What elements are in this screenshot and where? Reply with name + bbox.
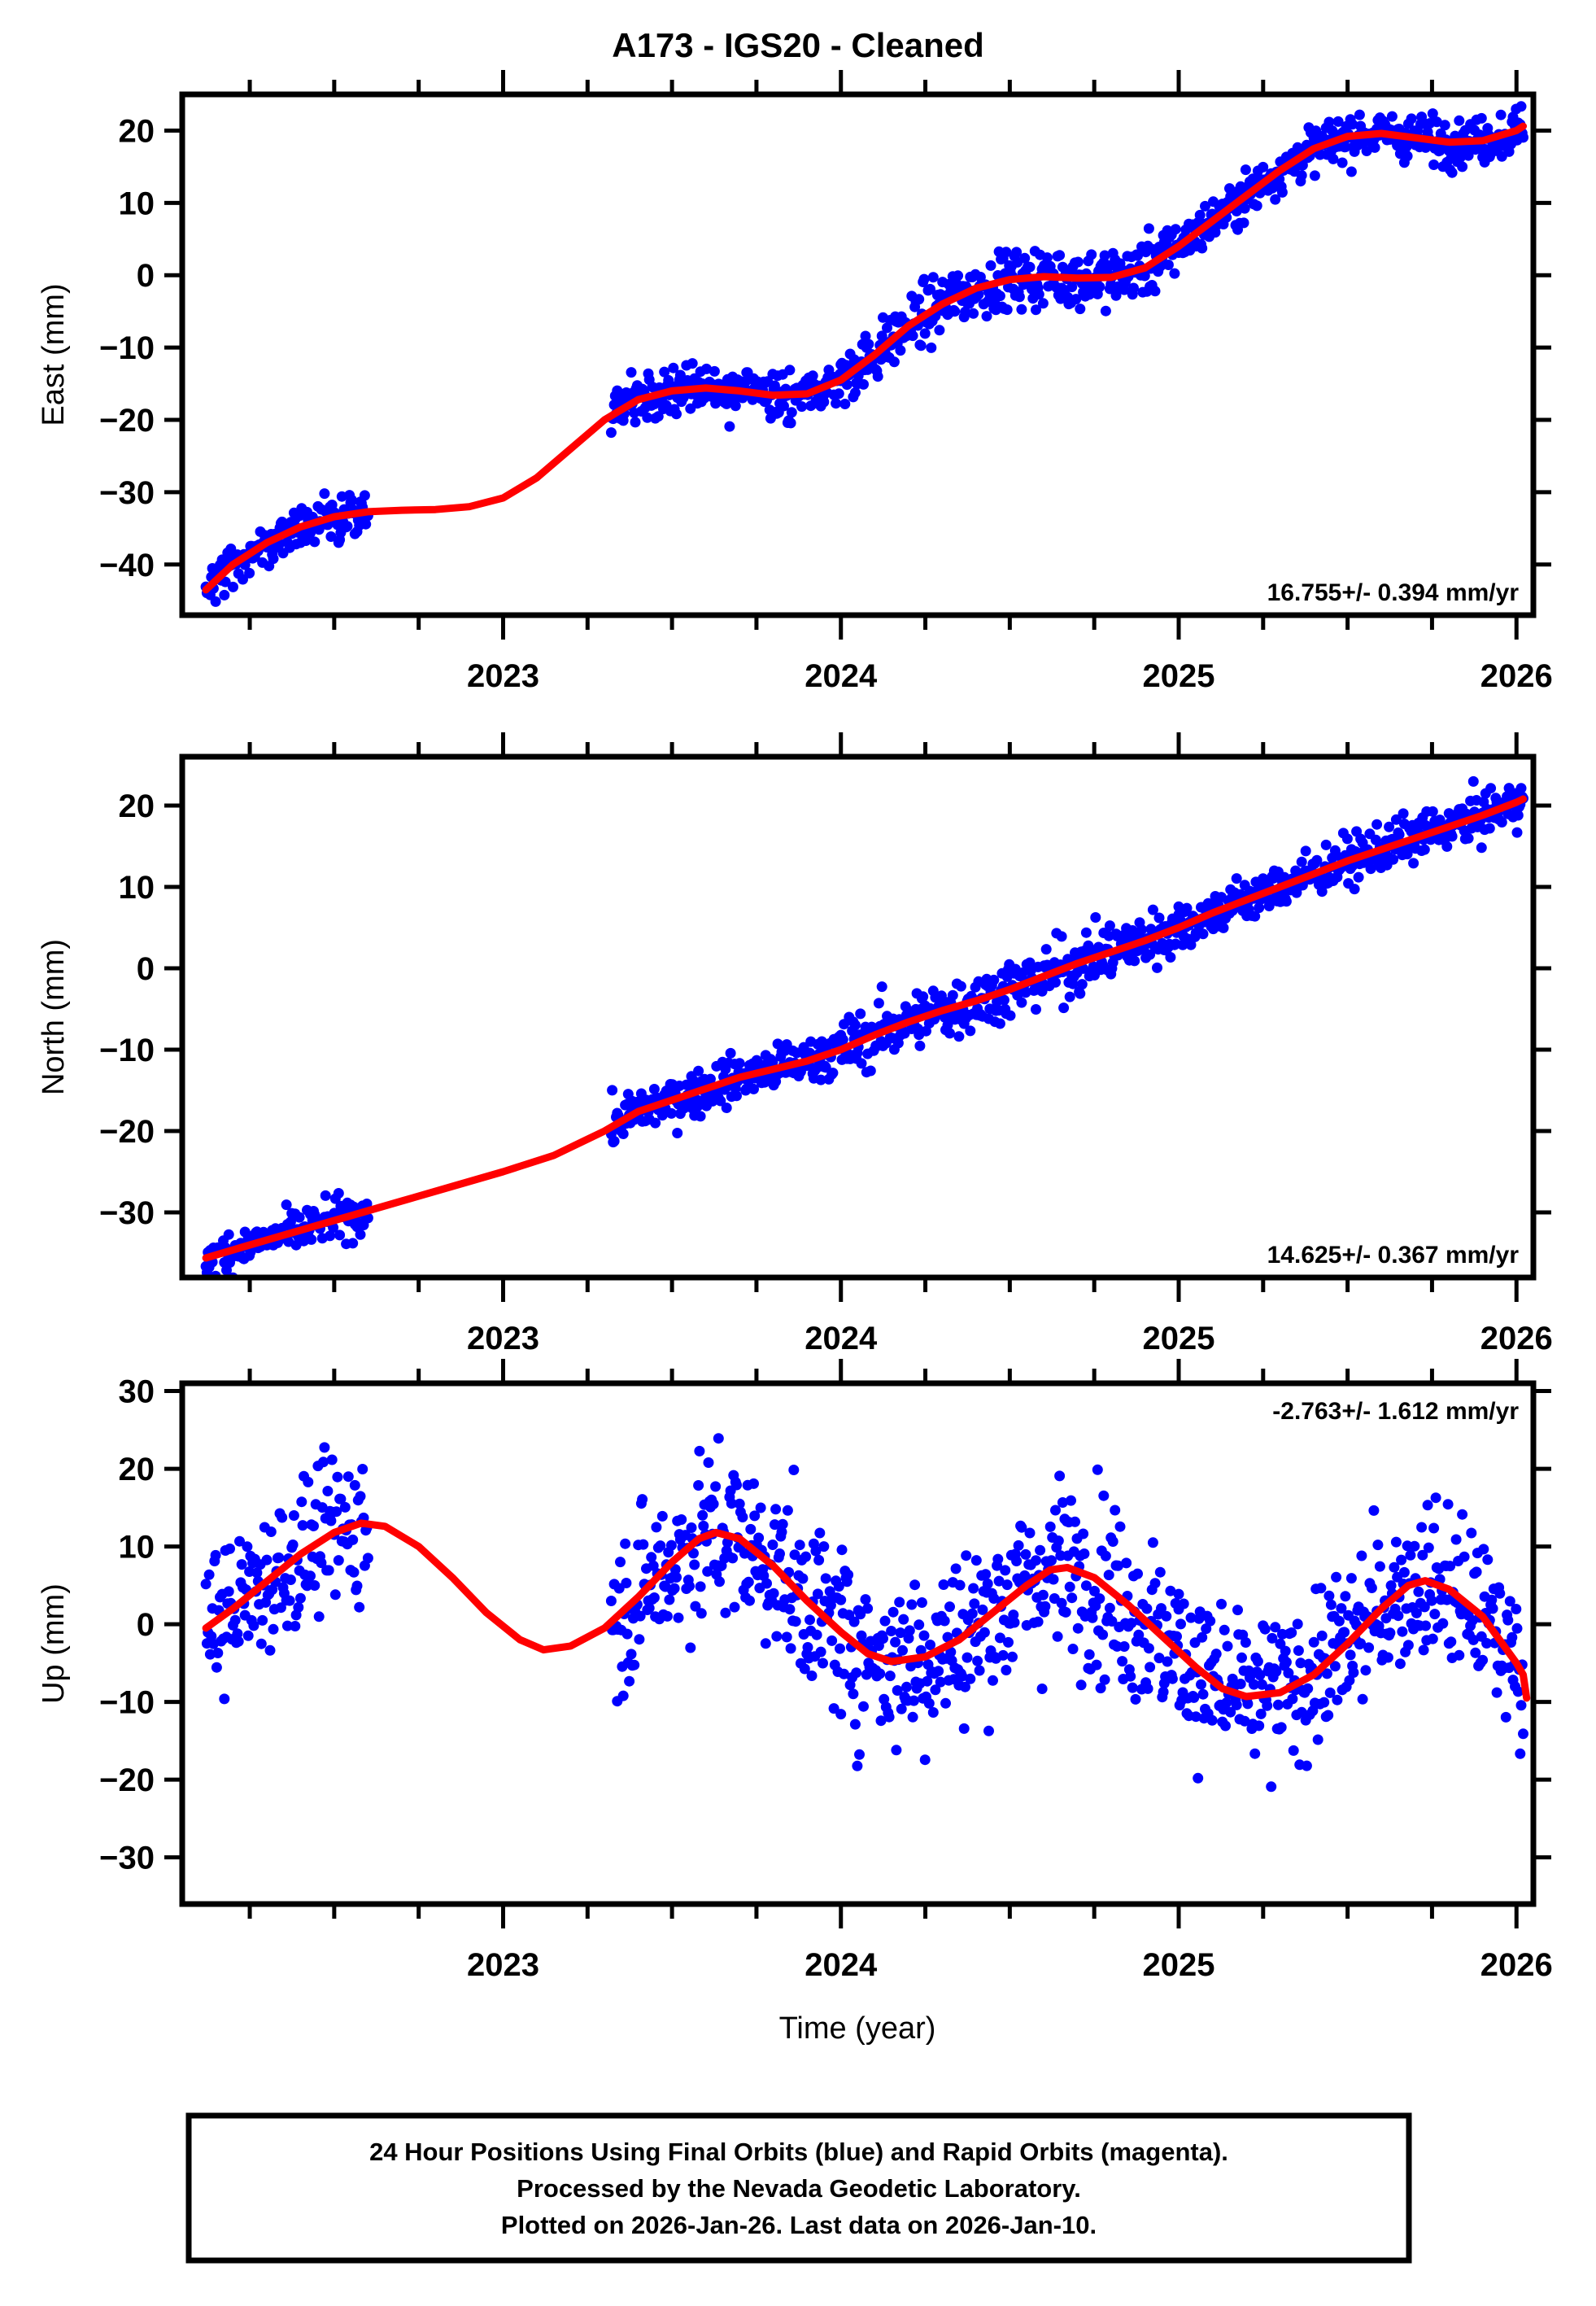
page-title: A173 - IGS20 - Cleaned (612, 26, 984, 64)
y-tick-label-east: 20 (119, 113, 155, 149)
trend-line-east (202, 122, 1527, 594)
x-tick-label: 2025 (1142, 1947, 1214, 1983)
y-tick-label-up: 30 (119, 1374, 155, 1410)
y-tick-label-north: −10 (99, 1033, 155, 1068)
rate-annotation-north: 14.625+/- 0.367 mm/yr (1267, 1242, 1520, 1269)
rate-annotation-up: -2.763+/- 1.612 mm/yr (1272, 1398, 1519, 1425)
plot-area-north (200, 775, 1528, 1277)
y-tick-label-north: −30 (99, 1195, 155, 1231)
y-tick-label-north: 20 (119, 788, 155, 824)
plot-frame-east (179, 91, 1537, 618)
panel-north: 20 10 0 −10 −20 −30 2023 2024 2025 2026 North (mm)… (37, 732, 1553, 1356)
trend-line-up (202, 1519, 1531, 1702)
y-tick-label-north: 10 (119, 870, 155, 906)
footer-caption-box: 24 Hour Positions Using Final Orbits (bl… (185, 2112, 1412, 2264)
rate-annotation-east: 16.755+/- 0.394 mm/yr (1267, 579, 1520, 606)
y-tick-label-east: −30 (99, 475, 155, 511)
y-tick-label-up: 10 (119, 1530, 155, 1566)
y-tick-label-up: −10 (99, 1685, 155, 1721)
y-tick-label-up: 20 (119, 1452, 155, 1487)
y-tick-label-north: 0 (137, 951, 155, 987)
y-tick-label-up: −30 (99, 1841, 155, 1876)
panel-east: 20 10 0 −10 −20 −30 −40 2023 2024 2025 2026 East (m… (37, 70, 1553, 694)
trend-line-north (202, 795, 1527, 1262)
panel-up: 30 20 10 0 −10 −20 −30 2023 2024 2025 2026 Up (mm) -… (37, 1359, 1553, 1983)
y-axis-label-north: North (mm) (37, 939, 71, 1095)
x-tick-label: 2025 (1142, 658, 1214, 694)
x-tick-label: 2024 (805, 1321, 878, 1356)
plot-frame-north (179, 753, 1537, 1281)
y-tick-label-east: 0 (137, 258, 155, 294)
footer-line-2: Processed by the Nevada Geodetic Laborat… (517, 2174, 1081, 2203)
x-tick-label: 2023 (467, 1947, 539, 1983)
y-tick-label-up: 0 (137, 1607, 155, 1643)
y-tick-label-east: −20 (99, 403, 155, 439)
footer-box-border (185, 2112, 1412, 2264)
plot-frame-up (179, 1380, 1537, 1907)
footer-line-3: Plotted on 2026-Jan-26. Last data on 202… (501, 2211, 1097, 2239)
x-tick-label: 2025 (1142, 1321, 1214, 1356)
footer-line-1: 24 Hour Positions Using Final Orbits (bl… (369, 2138, 1228, 2166)
x-tick-label: 2024 (805, 1947, 878, 1983)
x-tick-label: 2024 (805, 658, 878, 694)
x-tick-label: 2026 (1480, 1321, 1553, 1356)
y-axis-label-up: Up (mm) (37, 1583, 71, 1704)
y-tick-label-east: −40 (99, 548, 155, 583)
y-axis-label-east: East (mm) (37, 283, 71, 426)
x-tick-label: 2023 (467, 658, 539, 694)
y-tick-label-up: −20 (99, 1762, 155, 1798)
x-tick-label: 2026 (1480, 658, 1553, 694)
y-tick-label-east: −10 (99, 330, 155, 366)
y-tick-label-north: −20 (99, 1114, 155, 1150)
x-tick-label: 2026 (1480, 1947, 1553, 1983)
plot-area-up (200, 1433, 1531, 1793)
x-tick-label: 2023 (467, 1321, 539, 1356)
y-tick-label-east: 10 (119, 186, 155, 221)
x-axis-label: Time (year) (779, 2011, 936, 2046)
plot-area-east (200, 101, 1528, 607)
